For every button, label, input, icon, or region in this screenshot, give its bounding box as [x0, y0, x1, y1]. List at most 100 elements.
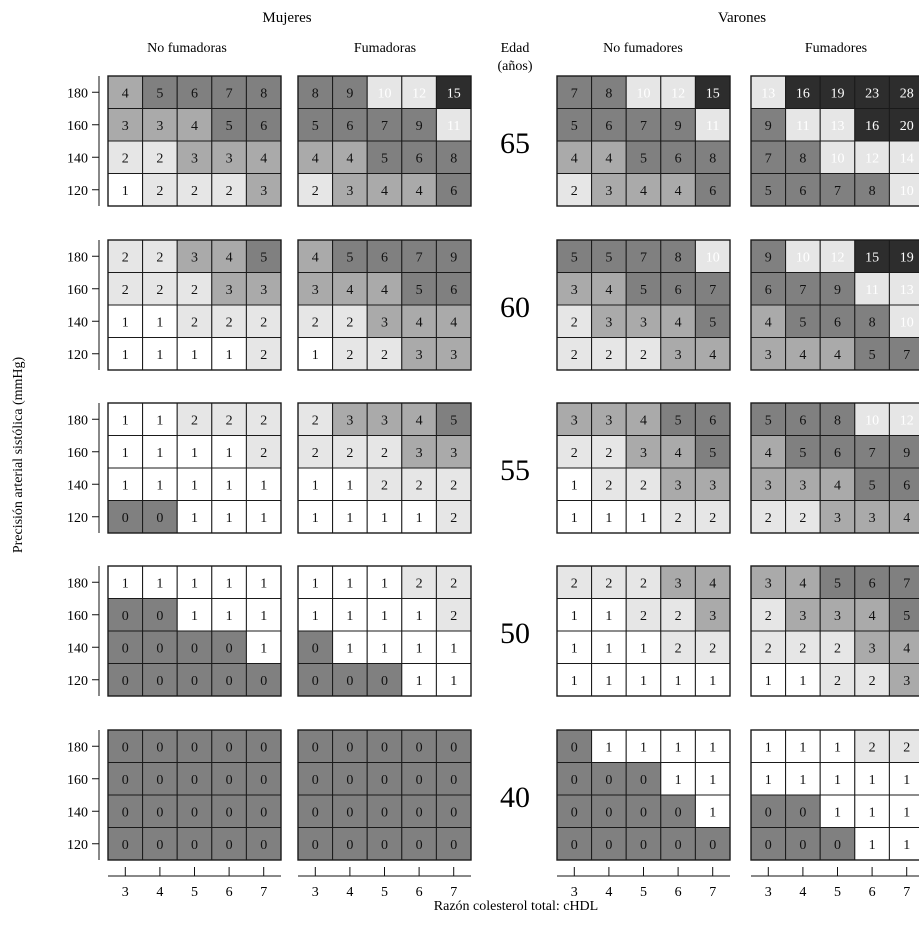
cell-55-2-0-3 [660, 402, 696, 436]
cell-value: 8 [799, 151, 806, 166]
cell-value: 4 [381, 283, 388, 298]
cell-value: 1 [191, 478, 198, 493]
x-tick-label: 7 [450, 885, 457, 900]
cell-value: 0 [381, 740, 388, 755]
cell-value: 0 [122, 805, 129, 820]
cell-value: 3 [416, 348, 423, 363]
cell-value: 6 [605, 119, 612, 134]
cell-value: 4 [640, 184, 647, 199]
cell-value: 4 [709, 348, 716, 363]
cell-value: 9 [346, 86, 353, 101]
panel-border [107, 75, 282, 207]
cell-value: 1 [640, 740, 647, 755]
cell-value: 2 [834, 641, 841, 656]
panel-60-2: 5 5 7 8 10 3 4 5 6 7 2 3 3 4 5 2 2 2 3 4 [556, 239, 731, 371]
cell-60-0-2-0 [107, 304, 144, 338]
cell-60-1-3-2 [366, 337, 403, 371]
women-header: Mujeres [262, 10, 311, 26]
cell-value: 3 [834, 609, 841, 624]
cell-value: 1 [869, 838, 876, 853]
cell-value: 12 [671, 86, 685, 101]
cell-value: 0 [191, 838, 198, 853]
cell-50-3-0-2 [819, 565, 856, 599]
cell-value: 2 [765, 609, 772, 624]
cell-value: 7 [416, 250, 423, 265]
panel-border [556, 402, 731, 534]
panel-65-0: 4 5 6 7 8 3 3 4 5 6 2 2 3 3 4 1 2 2 2 3 [107, 75, 282, 207]
cell-value: 1 [260, 511, 267, 526]
cell-60-2-1-0 [556, 272, 593, 306]
x-tick-label: 3 [571, 885, 578, 900]
cell-value: 11 [796, 119, 809, 134]
cell-value: 10 [706, 250, 720, 265]
cell-value: 2 [450, 511, 457, 526]
cell-value: 20 [900, 119, 914, 134]
cell-65-1-3-4 [435, 173, 472, 207]
cell-value: 4 [765, 446, 772, 461]
cell-value: 3 [709, 478, 716, 493]
cell-value: 4 [765, 315, 772, 330]
cell-value: 4 [675, 446, 682, 461]
cell-value: 3 [571, 283, 578, 298]
cell-50-3-0-4 [888, 565, 919, 599]
cell-55-1-1-0 [297, 435, 334, 469]
cell-60-0-1-1 [142, 272, 178, 306]
cell-65-2-0-2 [625, 75, 662, 109]
cell-value: 1 [191, 348, 198, 363]
cell-value: 6 [834, 446, 841, 461]
cell-value: 1 [416, 609, 423, 624]
cell-value: 3 [416, 446, 423, 461]
cell-60-2-1-3 [660, 272, 696, 306]
cell-value: 1 [834, 805, 841, 820]
cell-50-2-2-4 [694, 630, 731, 664]
cell-55-1-2-2 [366, 467, 403, 501]
cell-value: 3 [450, 446, 457, 461]
cell-65-2-0-3 [660, 75, 696, 109]
panel-65-2: 7 8 10 12 15 5 6 7 9 11 4 4 5 6 8 2 3 4 4 6 [556, 75, 731, 207]
cell-value: 10 [796, 250, 810, 265]
panel-40-3: 1 1 1 2 2 1 1 1 1 1 0 0 1 1 1 0 0 0 1 1 [750, 729, 919, 861]
x-tick-label: 5 [640, 885, 647, 900]
cell-value: 1 [122, 348, 129, 363]
cell-value: 7 [709, 283, 716, 298]
cell-value: 13 [900, 283, 914, 298]
cell-value: 1 [450, 674, 457, 689]
cell-value: 1 [640, 674, 647, 689]
cell-value: 8 [834, 413, 841, 428]
cell-60-2-2-2 [625, 304, 662, 338]
cell-value: 1 [312, 478, 319, 493]
cell-value: 2 [799, 641, 806, 656]
panel-40-1: 0 0 0 0 0 0 0 0 0 0 0 0 0 0 0 0 0 0 0 0 [297, 729, 472, 861]
cell-value: 4 [122, 86, 129, 101]
cell-value: 1 [709, 805, 716, 820]
cell-value: 0 [122, 740, 129, 755]
y-tick-label: 140 [67, 641, 88, 656]
cell-40-1-0-2 [366, 729, 403, 763]
cell-value: 6 [346, 119, 353, 134]
cell-value: 2 [675, 511, 682, 526]
cell-value: 0 [156, 773, 163, 788]
cell-65-0-2-3 [211, 140, 247, 174]
cell-value: 2 [312, 315, 319, 330]
cell-value: 2 [191, 413, 198, 428]
cell-50-0-2-4 [245, 630, 282, 664]
x-tick-label: 3 [765, 885, 772, 900]
cell-50-0-0-2 [176, 565, 213, 599]
cell-40-0-0-4 [245, 729, 282, 763]
cell-value: 2 [571, 348, 578, 363]
cell-50-1-2-4 [435, 630, 472, 664]
cell-60-3-0-3 [854, 239, 890, 273]
cell-65-3-0-4 [888, 75, 919, 109]
cell-40-1-3-4 [435, 827, 472, 861]
cell-40-1-3-1 [332, 827, 368, 861]
cell-60-3-3-4 [888, 337, 919, 371]
women-smokers-header: Fumadoras [354, 41, 416, 56]
cell-value: 1 [346, 609, 353, 624]
cell-value: 0 [226, 773, 233, 788]
cell-50-1-1-1 [332, 598, 368, 632]
cell-value: 6 [799, 413, 806, 428]
cell-40-0-0-3 [211, 729, 247, 763]
cell-value: 9 [765, 119, 772, 134]
cell-40-2-2-0 [556, 794, 593, 828]
